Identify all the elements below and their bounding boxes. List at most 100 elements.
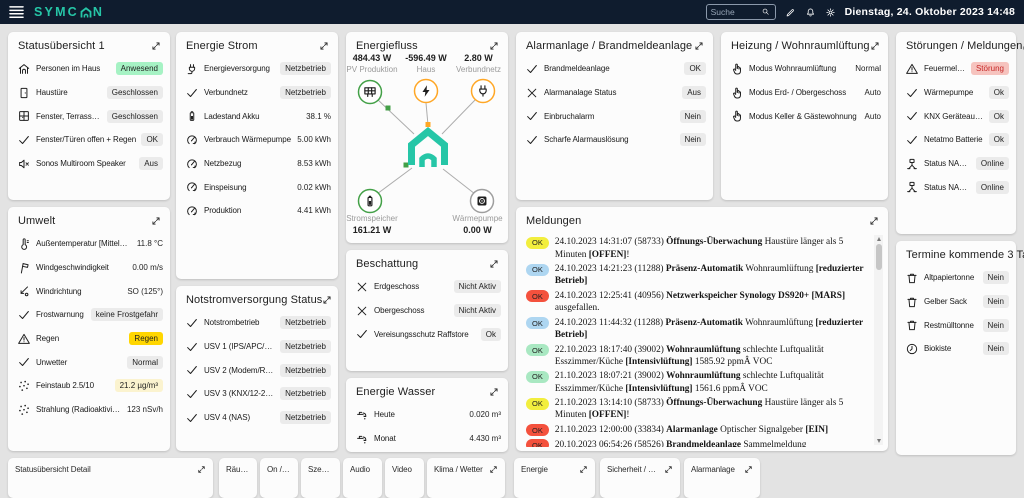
- bottom-card-klima[interactable]: Klima / Wetter: [427, 458, 505, 498]
- scroll-up-icon[interactable]: [877, 237, 881, 241]
- status-row: WärmepumpeOk: [905, 81, 1009, 105]
- bottom-card-label: Szenen: [308, 465, 333, 474]
- status-value: 0.020 m³: [469, 410, 501, 419]
- status-label: Status NAS PLUTO: [924, 183, 971, 192]
- status-value[interactable]: Nein: [983, 319, 1009, 332]
- menu-icon[interactable]: [9, 5, 24, 19]
- status-value[interactable]: Netzbetrieb: [280, 316, 331, 329]
- status-value[interactable]: Nein: [680, 133, 706, 146]
- message-ok-button[interactable]: OK: [526, 264, 549, 276]
- edit-icon[interactable]: [785, 7, 796, 18]
- bottom-card-audio[interactable]: Audio: [343, 458, 382, 498]
- status-value[interactable]: Normal: [127, 356, 163, 369]
- search-icon[interactable]: [761, 3, 770, 21]
- status-value[interactable]: Nein: [680, 110, 706, 123]
- expand-icon[interactable]: [489, 259, 499, 269]
- status-value[interactable]: Geschlossen: [107, 110, 163, 123]
- message-ok-button[interactable]: OK: [526, 424, 549, 436]
- message-ok-button[interactable]: OK: [526, 290, 549, 302]
- app-header: SYMC N Dienstag, 24. Oktober 2023 14:48: [0, 0, 1024, 24]
- status-value[interactable]: Geschlossen: [107, 86, 163, 99]
- message-ok-button[interactable]: OK: [526, 317, 549, 329]
- expand-icon[interactable]: [664, 465, 673, 474]
- expand-icon[interactable]: [579, 465, 588, 474]
- status-value[interactable]: Anwesend: [116, 62, 163, 75]
- status-row: Außentemperatur [Mittelwert]11.8 °C: [17, 232, 163, 256]
- status-value[interactable]: OK: [684, 62, 706, 75]
- bottom-card-szenen[interactable]: Szenen: [301, 458, 340, 498]
- status-value[interactable]: Netzbetrieb: [280, 364, 331, 377]
- status-value[interactable]: Netzbetrieb: [280, 86, 331, 99]
- expand-icon[interactable]: [489, 387, 499, 397]
- bottom-card-onoff[interactable]: On / Off: [260, 458, 298, 498]
- status-value[interactable]: Nicht Aktiv: [454, 280, 501, 293]
- bottom-card-video[interactable]: Video: [385, 458, 424, 498]
- status-value[interactable]: Nicht Aktiv: [454, 304, 501, 317]
- bottom-card-energie[interactable]: Energie: [514, 458, 595, 498]
- status-label: Scharfe Alarmauslösung: [544, 135, 675, 144]
- status-row: Personen im HausAnwesend: [17, 57, 163, 81]
- status-value[interactable]: Online: [976, 181, 1009, 194]
- status-value[interactable]: Aus: [139, 157, 163, 170]
- status-value[interactable]: Nein: [983, 295, 1009, 308]
- scrollbar[interactable]: [874, 235, 883, 445]
- plug-icon: [185, 62, 199, 76]
- expand-icon[interactable]: [694, 41, 704, 51]
- datetime-label: Dienstag, 24. Oktober 2023 14:48: [845, 6, 1015, 18]
- status-value: 123 nSv/h: [127, 405, 163, 414]
- expand-icon[interactable]: [151, 216, 161, 226]
- hand-icon: [730, 86, 744, 100]
- status-value[interactable]: Aus: [682, 86, 706, 99]
- status-value: 38.1 %: [306, 112, 331, 121]
- bottom-card-statusdetail[interactable]: Statusübersicht Detail: [8, 458, 213, 498]
- settings-icon[interactable]: [825, 7, 836, 18]
- expand-icon[interactable]: [489, 41, 499, 51]
- status-label: Feuermelder: [924, 64, 966, 73]
- status-value[interactable]: OK: [141, 133, 163, 146]
- check-icon: [185, 411, 199, 425]
- status-value[interactable]: Ok: [989, 86, 1009, 99]
- expand-icon[interactable]: [197, 465, 206, 474]
- status-value[interactable]: Nein: [983, 271, 1009, 284]
- expand-icon[interactable]: [319, 41, 329, 51]
- scrollbar-thumb[interactable]: [876, 244, 882, 270]
- status-value[interactable]: Netzbetrieb: [280, 387, 331, 400]
- expand-icon[interactable]: [744, 465, 753, 474]
- status-value[interactable]: Regen: [129, 332, 163, 345]
- speaker-icon: [17, 157, 31, 171]
- search-input[interactable]: [711, 7, 761, 17]
- scroll-down-icon[interactable]: [877, 439, 881, 443]
- status-value[interactable]: Netzbetrieb: [280, 340, 331, 353]
- check-icon: [905, 133, 919, 147]
- status-value[interactable]: Netzbetrieb: [280, 411, 331, 424]
- status-value[interactable]: Ok: [989, 110, 1009, 123]
- notifications-icon[interactable]: [805, 7, 816, 18]
- message-ok-button[interactable]: OK: [526, 371, 549, 383]
- expand-icon[interactable]: [869, 216, 879, 226]
- status-value[interactable]: Ok: [989, 133, 1009, 146]
- status-value[interactable]: Netzbetrieb: [280, 62, 331, 75]
- message-ok-button[interactable]: OK: [526, 439, 549, 447]
- bottom-card-alarmanlage[interactable]: Alarmanlage: [684, 458, 760, 498]
- expand-icon[interactable]: [870, 41, 880, 51]
- dots-icon: [17, 379, 31, 393]
- status-row: Modus WohnraumlüftungNormal: [730, 57, 881, 81]
- bottom-card-raeume[interactable]: Räume: [219, 458, 257, 498]
- status-row: EinbruchalarmNein: [525, 104, 706, 128]
- status-value[interactable]: Störung: [971, 62, 1009, 75]
- status-value[interactable]: Online: [976, 157, 1009, 170]
- message-ok-button[interactable]: OK: [526, 398, 549, 410]
- expand-icon[interactable]: [322, 295, 332, 305]
- bottom-card-sicherheit[interactable]: Sicherheit / Überwachung: [600, 458, 680, 498]
- expand-icon[interactable]: [489, 465, 498, 474]
- status-value[interactable]: keine Frostgefahr: [91, 308, 163, 321]
- status-rows: Heute0.020 m³Monat4.430 m³: [346, 403, 508, 450]
- message-ok-button[interactable]: OK: [526, 237, 549, 249]
- status-value[interactable]: Nein: [983, 342, 1009, 355]
- message-ok-button[interactable]: OK: [526, 344, 549, 356]
- status-row: EnergieversorgungNetzbetrieb: [185, 57, 331, 81]
- expand-icon[interactable]: [151, 41, 161, 51]
- status-value[interactable]: Ok: [481, 328, 501, 341]
- status-value[interactable]: 21.2 µg/m³: [115, 379, 163, 392]
- status-rows: EnergieversorgungNetzbetriebVerbundnetzN…: [176, 57, 338, 223]
